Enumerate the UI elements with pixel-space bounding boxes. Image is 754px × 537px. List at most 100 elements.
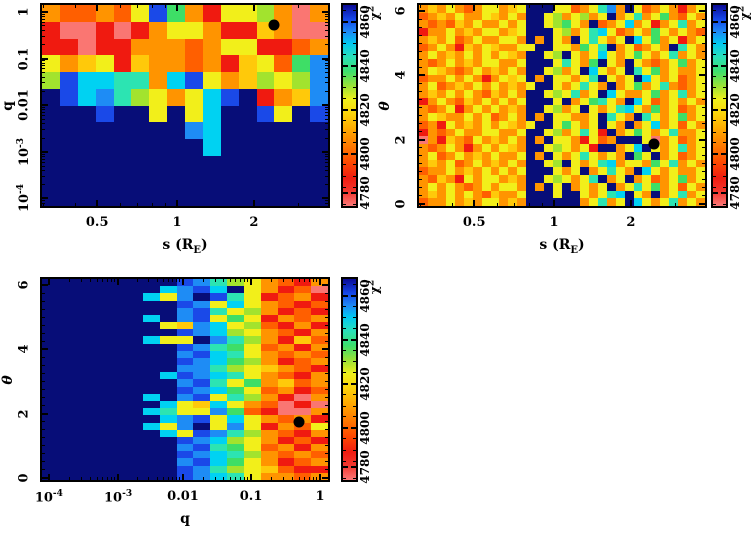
- y-minor-tick: [42, 324, 45, 326]
- colorbar-tick-label: 4800: [358, 411, 372, 445]
- heatmap-cell: [633, 144, 643, 152]
- heatmap-cell: [526, 12, 536, 21]
- heatmap-cell: [535, 43, 545, 52]
- y-tick-label: 0.1: [16, 47, 32, 71]
- heatmap-cell: [243, 429, 261, 437]
- heatmap-cell: [678, 59, 688, 67]
- heatmap-cell: [624, 128, 634, 137]
- y-minor-tick: [42, 153, 45, 155]
- heatmap-cell: [109, 379, 127, 387]
- x-minor-tick: [156, 477, 158, 480]
- heatmap-cell: [472, 90, 482, 98]
- heatmap-cell: [274, 5, 293, 22]
- heatmap-cell: [660, 175, 670, 183]
- x-minor-tick: [137, 477, 139, 480]
- y-major-tick: [322, 104, 328, 107]
- heatmap-cell: [311, 329, 328, 337]
- heatmap-cell: [238, 155, 257, 173]
- heatmap-cell: [579, 28, 589, 36]
- heatmap-cell: [59, 189, 78, 206]
- x-major-tick: [318, 474, 321, 480]
- heatmap-cell: [58, 279, 76, 287]
- colorbar-major-tick: [351, 108, 356, 111]
- heatmap-cell: [597, 190, 607, 199]
- heatmap-cell: [660, 74, 670, 83]
- x-axis-title-s: s (RE): [539, 237, 585, 256]
- heatmap-cell: [311, 357, 328, 366]
- y-minor-tick: [325, 202, 328, 204]
- heatmap-cell: [651, 128, 661, 137]
- heatmap-cell: [311, 336, 328, 344]
- heatmap-cell: [696, 128, 705, 137]
- x-minor-tick: [308, 477, 310, 480]
- colorbar-minor-tick: [343, 438, 346, 440]
- heatmap-cell: [544, 136, 554, 145]
- heatmap-cell: [436, 35, 446, 44]
- heatmap-cell: [193, 336, 211, 344]
- heatmap-cell: [159, 329, 177, 337]
- heatmap-cell: [95, 72, 114, 89]
- heatmap-cell: [142, 408, 160, 416]
- x-minor-tick: [119, 5, 121, 8]
- heatmap-cell: [126, 436, 143, 445]
- colorbar-major-tick: [351, 192, 356, 195]
- heatmap-cell: [202, 5, 221, 22]
- heatmap-cell: [508, 43, 518, 52]
- y-minor-tick: [325, 76, 328, 78]
- heatmap-cell: [472, 12, 482, 21]
- heatmap-cell: [606, 59, 616, 67]
- heatmap-cell: [588, 20, 598, 29]
- heatmap-cell: [176, 436, 194, 445]
- heatmap-cell: [220, 38, 239, 56]
- heatmap-cell: [142, 458, 160, 466]
- colorbar-minor-tick: [343, 54, 346, 56]
- heatmap-cell: [544, 5, 554, 13]
- y-minor-tick: [42, 364, 45, 366]
- heatmap-cell: [615, 28, 625, 36]
- heatmap-cell: [499, 20, 509, 29]
- heatmap-cell: [75, 465, 93, 473]
- heatmap-cell: [260, 415, 278, 423]
- heatmap-cell: [149, 155, 168, 173]
- heatmap-cell: [142, 429, 160, 437]
- y-minor-tick: [42, 437, 45, 439]
- heatmap-cell: [176, 451, 194, 459]
- heatmap-cell: [92, 393, 110, 402]
- y-major-tick: [42, 476, 48, 479]
- heatmap-cell: [126, 343, 143, 351]
- heatmap-cell: [526, 167, 536, 176]
- heatmap-cell: [159, 336, 177, 344]
- heatmap-cell: [642, 128, 652, 137]
- y-major-tick: [699, 202, 705, 205]
- y-major-tick: [42, 412, 48, 415]
- x-minor-tick: [675, 5, 677, 8]
- x-major-tick: [473, 5, 476, 11]
- heatmap-cell: [588, 167, 598, 176]
- heatmap-cell: [131, 5, 150, 22]
- y-minor-tick: [702, 115, 705, 117]
- y-minor-tick: [325, 200, 328, 202]
- heatmap-cell: [660, 120, 670, 129]
- heatmap-cell: [499, 82, 509, 91]
- heatmap-cell: [142, 336, 160, 344]
- heatmap-cell: [294, 436, 312, 445]
- heatmap-cell: [588, 128, 598, 137]
- heatmap-cell: [436, 82, 446, 91]
- heatmap-cell: [570, 113, 580, 121]
- heatmap-cell: [238, 72, 257, 89]
- colorbar-major-tick: [343, 20, 348, 23]
- y-minor-tick: [42, 421, 45, 423]
- heatmap-cell: [109, 458, 127, 466]
- heatmap-cell: [678, 151, 688, 160]
- x-minor-tick: [102, 279, 104, 282]
- heatmap-cell: [75, 300, 93, 308]
- heatmap-cell: [660, 167, 670, 176]
- heatmap-cell: [499, 175, 509, 183]
- heatmap-cell: [159, 350, 177, 358]
- y-minor-tick: [42, 170, 45, 172]
- heatmap-cell: [535, 97, 545, 106]
- heatmap-cell: [75, 286, 93, 294]
- heatmap-cell: [597, 113, 607, 121]
- heatmap-cell: [142, 307, 160, 315]
- heatmap-cell: [651, 35, 661, 44]
